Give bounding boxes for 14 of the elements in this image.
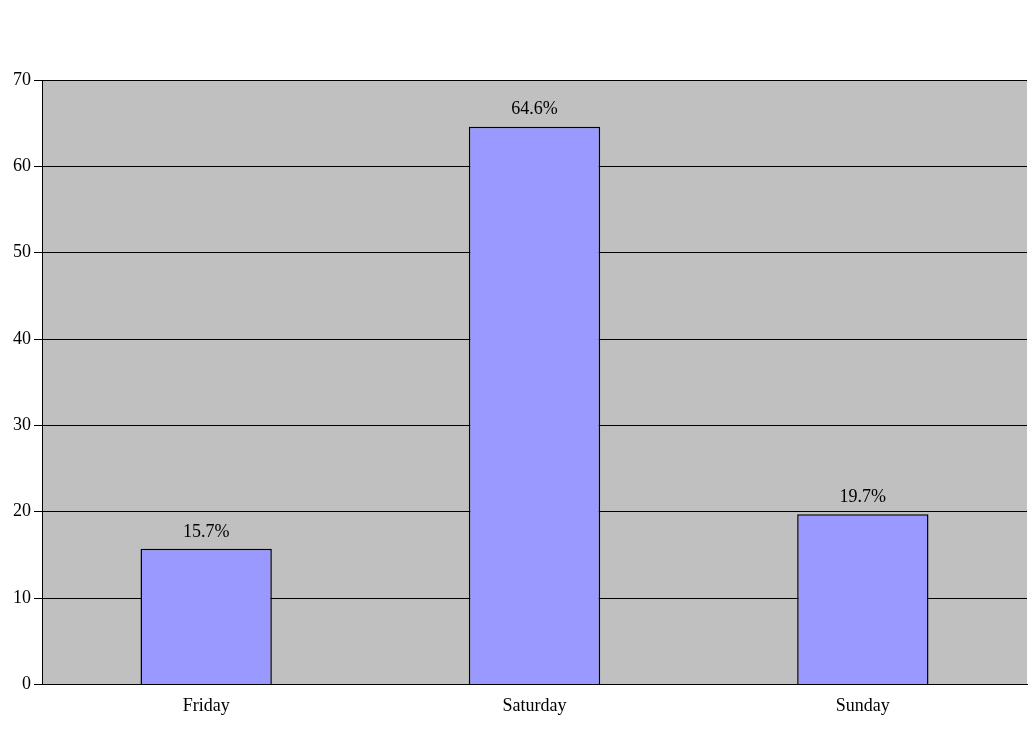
x-tick-label: Friday xyxy=(182,694,230,715)
y-tick-label: 20 xyxy=(13,500,31,521)
y-tick-label: 30 xyxy=(13,414,31,435)
y-tick-label: 70 xyxy=(13,68,31,89)
x-tick-label: Sunday xyxy=(835,694,890,715)
y-tick-label: 0 xyxy=(22,673,31,694)
data-label: 19.7% xyxy=(839,486,887,507)
y-tick-label: 60 xyxy=(13,155,31,176)
y-tick-label: 10 xyxy=(13,586,31,607)
y-tick-label: 40 xyxy=(13,327,31,348)
y-tick-label: 50 xyxy=(13,241,31,262)
data-label: 64.6% xyxy=(511,98,558,119)
data-label: 15.7% xyxy=(182,520,230,541)
x-tick-label: Saturday xyxy=(502,694,567,715)
